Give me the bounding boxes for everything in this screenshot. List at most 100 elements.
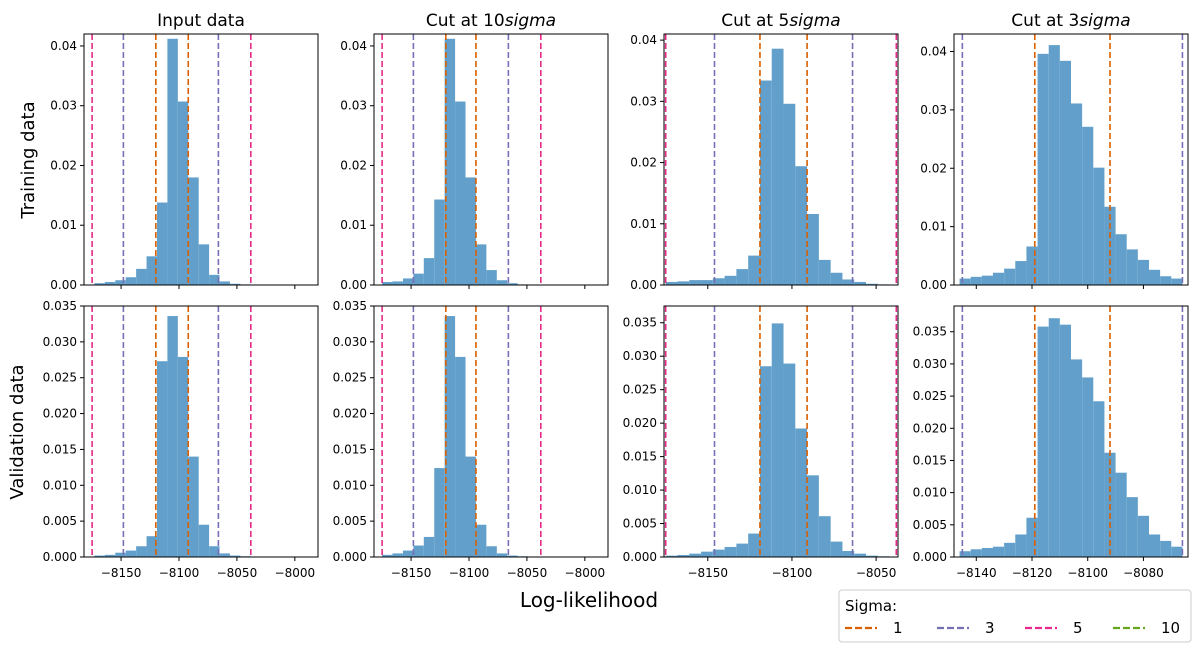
chart-1-title-math: sigma [505, 11, 556, 31]
legend-title: Sigma: [845, 597, 897, 615]
chart-3-bar-15 [1126, 249, 1138, 285]
chart-1-ytick-label-1: 0.01 [340, 218, 367, 232]
chart-0-bar-9 [156, 202, 168, 285]
chart-2-bar-17 [866, 283, 878, 285]
chart-3-bar-11 [1082, 126, 1094, 285]
chart-1-bar-8 [465, 177, 476, 285]
chart-4-axes-frame [83, 305, 319, 558]
chart-7-ytick-label-7: 0.035 [913, 325, 947, 339]
chart-5-bar-7 [455, 356, 466, 557]
chart-3-bar-1 [970, 276, 982, 285]
chart-5-bar-1 [392, 553, 403, 557]
chart-6-ytick-label-5: 0.025 [623, 383, 657, 397]
chart-7-bar-9 [1059, 324, 1071, 557]
subplot-1-1: 0.000 0.005 0.010 0.015 0.020 0.025 0.030 0.035… [333, 299, 609, 580]
subplot-1-0: 0.000 0.005 0.010 0.015 0.020 0.025 0.030 0.035… [43, 299, 319, 580]
chart-0-ytick-label-3: 0.03 [50, 99, 77, 113]
chart-6-bar-4 [712, 549, 725, 557]
chart-6-ytick-label-1: 0.005 [623, 517, 657, 531]
chart-3-title: Cut at 3sigma [1011, 11, 1130, 31]
chart-2-bar-12 [807, 213, 819, 285]
chart-0-title: Input data [157, 11, 245, 31]
chart-1-axes-frame [373, 33, 609, 286]
chart-5-bar-5 [434, 468, 445, 557]
chart-2-title-math: sigma [789, 11, 840, 31]
x-axis-label: Log-likelihood [520, 588, 658, 612]
chart-4-bar-6 [125, 550, 137, 557]
chart-7-bar-17 [1149, 534, 1161, 557]
legend-label-sigma-3: 3 [985, 619, 995, 637]
chart-0-ytick-label-1: 0.01 [50, 218, 77, 232]
chart-0-title-text: Input data [157, 11, 245, 31]
chart-4-ytick-label-1: 0.005 [43, 514, 77, 528]
chart-6-bar-15 [842, 550, 855, 557]
chart-5-bar-12 [507, 555, 518, 557]
chart-1-bar-7 [455, 101, 466, 285]
chart-0-bar-5 [115, 280, 126, 285]
chart-2-bar-11 [795, 166, 808, 285]
chart-4-ytick-label-6: 0.030 [43, 335, 77, 349]
chart-6-bar-13 [818, 516, 831, 557]
chart-2-bar-14 [830, 272, 843, 285]
chart-4-xtick-label-0: −8150 [101, 566, 142, 580]
chart-3-plot-area [959, 34, 1184, 285]
legend-label-sigma-10: 10 [1161, 619, 1180, 637]
chart-7-bar-12 [1093, 401, 1105, 557]
chart-4-bar-8 [146, 536, 157, 557]
chart-3-title-text: Cut at 3 [1011, 11, 1079, 31]
chart-7-xtick-label-1: −8120 [1012, 566, 1053, 580]
chart-3-bar-17 [1149, 269, 1161, 285]
chart-2-bar-4 [712, 278, 725, 285]
chart-3-bar-7 [1037, 53, 1049, 285]
chart-6-xtick-label-0: −8150 [687, 566, 728, 580]
subplot-0-2: 0.00 0.01 0.02 0.03 0.04 Cut at 5sigma [630, 11, 899, 292]
chart-1-bar-3 [413, 273, 424, 285]
chart-0-plot-area [91, 34, 252, 285]
chart-7-ytick-label-4: 0.020 [913, 421, 947, 435]
chart-1-bar-11 [496, 280, 508, 285]
chart-1-bar-6 [444, 38, 456, 285]
chart-0-ytick-label-2: 0.02 [50, 158, 77, 172]
chart-5-bar-8 [465, 456, 476, 557]
legend-label-sigma-1: 1 [893, 619, 903, 637]
chart-5-plot-area [381, 306, 542, 557]
chart-1-title-text: Cut at 10 [426, 11, 505, 31]
chart-6-bar-8 [759, 366, 772, 557]
chart-3-ytick-label-1: 0.01 [920, 220, 947, 234]
chart-2-bar-7 [748, 255, 760, 285]
chart-0-ytick-label-4: 0.04 [50, 39, 77, 53]
chart-1-ytick-label-2: 0.02 [340, 158, 367, 172]
chart-0-bar-13 [198, 244, 210, 285]
chart-5-bar-6 [444, 316, 456, 557]
chart-1-plot-area [381, 34, 542, 285]
chart-7-bar-2 [981, 547, 993, 557]
chart-7-bar-0 [959, 551, 971, 557]
chart-3-bar-19 [1171, 278, 1183, 285]
chart-7-xtick-label-2: −8100 [1067, 566, 1108, 580]
chart-6-ytick-label-7: 0.035 [623, 316, 657, 330]
chart-0-bar-7 [136, 268, 147, 285]
chart-0-bar-10 [167, 38, 178, 285]
chart-1-bar-12 [507, 283, 518, 285]
chart-1-bar-1 [392, 281, 403, 285]
chart-7-ytick-label-2: 0.010 [913, 486, 947, 500]
chart-6-bar-6 [736, 543, 749, 557]
chart-4-ytick-label-4: 0.020 [43, 407, 77, 421]
chart-7-bar-14 [1115, 472, 1127, 557]
chart-6-ytick-label-6: 0.030 [623, 349, 657, 363]
chart-4-bar-11 [177, 356, 189, 557]
chart-0-bar-11 [177, 101, 189, 285]
chart-1-bar-9 [475, 244, 487, 285]
chart-3-bar-0 [959, 278, 971, 285]
chart-7-bar-15 [1126, 497, 1138, 557]
chart-3-bar-14 [1115, 234, 1127, 285]
chart-4-ytick-label-3: 0.015 [43, 442, 77, 456]
legend: Sigma: 1 3 5 10 [838, 589, 1192, 643]
chart-5-xtick-label-0: −8150 [391, 566, 432, 580]
chart-6-xtick-label-2: −8050 [856, 566, 897, 580]
subplot-0-1: 0.00 0.01 0.02 0.03 0.04 Cut at 10sigma [340, 11, 609, 292]
chart-2-bar-10 [783, 103, 796, 285]
chart-6-bar-7 [748, 533, 760, 557]
chart-1-bar-4 [423, 258, 435, 285]
chart-6-axes-frame [663, 305, 899, 558]
